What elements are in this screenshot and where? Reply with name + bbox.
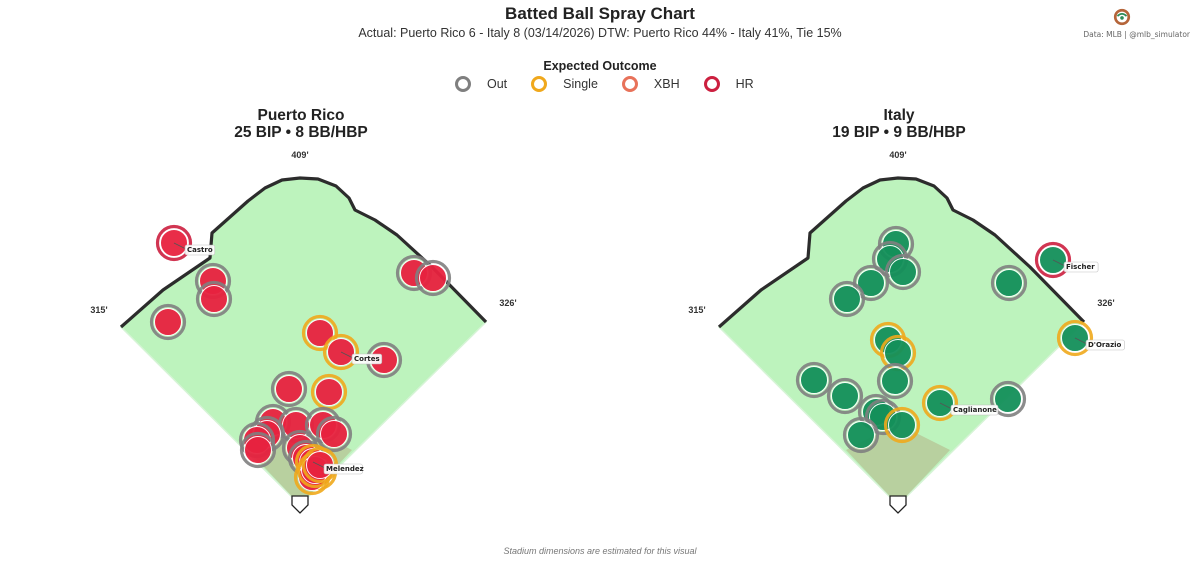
center-field-distance-italy: 409' [889, 150, 906, 160]
legend-label-out: Out [487, 77, 508, 91]
legend-item-xbh: XBH [621, 76, 680, 92]
left-field-distance-puerto-rico: 315' [90, 305, 107, 315]
center-field-distance-puerto-rico: 409' [291, 150, 308, 160]
home-plate-puerto-rico [291, 495, 309, 514]
batted-ball-ring [989, 380, 1027, 418]
player-label: Cortes [354, 355, 380, 363]
right-field-distance-italy: 326' [1097, 298, 1114, 308]
player-label-box [950, 404, 999, 416]
player-label: Castro [187, 246, 213, 254]
batted-ball-ring [195, 280, 233, 318]
batted-ball-ring [301, 314, 339, 352]
player-label: Caglianone [953, 406, 997, 414]
team-stats-italy: 19 BIP • 9 BB/HBP [832, 124, 966, 141]
player-label-leader [173, 242, 187, 250]
batted-ball-ring [414, 259, 452, 297]
batted-ball-point [275, 375, 303, 403]
team-title-puerto-rico: Puerto Rico 25 BIP • 8 BB/HBP [101, 107, 501, 141]
legend-ring-hr [703, 76, 720, 92]
batted-ball-point [833, 285, 861, 313]
batted-ball-ring [270, 370, 308, 408]
legend-ring-single [531, 76, 548, 92]
batted-ball-point [994, 385, 1022, 413]
simulator-logo-icon [1113, 8, 1131, 26]
player-label: Melendez [326, 465, 364, 473]
team-name-italy: Italy [883, 107, 915, 124]
batted-ball-point [881, 367, 909, 395]
player-label-leader [939, 402, 953, 410]
batted-ball-point [889, 258, 917, 286]
batted-ball-point [847, 421, 875, 449]
batted-ball-point [306, 319, 334, 347]
legend-item-out: Out [455, 76, 507, 92]
team-title-italy: Italy 19 BIP • 9 BB/HBP [699, 107, 1099, 141]
player-label-leader [1052, 259, 1066, 267]
player-label-box [323, 463, 363, 475]
team-stats-puerto-rico: 25 BIP • 8 BB/HBP [234, 124, 368, 141]
player-label-leader [312, 461, 326, 469]
batted-ball-point [200, 285, 228, 313]
data-credit: Data: MLB | @mlb_simulator [1083, 30, 1190, 39]
right-field-distance-puerto-rico: 326' [499, 298, 516, 308]
batted-ball-point [995, 269, 1023, 297]
batted-ball-point [888, 411, 916, 439]
batted-ball-point [154, 308, 182, 336]
legend-ring-out [455, 76, 471, 92]
chart-title: Batted Ball Spray Chart [505, 4, 695, 23]
batted-ball-point [315, 378, 343, 406]
batted-ball-ring [322, 333, 360, 371]
batted-ball-point [831, 382, 859, 410]
chart-subtitle: Actual: Puerto Rico 6 - Italy 8 (03/14/2… [358, 26, 842, 40]
player-label-box [1085, 339, 1125, 351]
batted-ball-ring [1034, 241, 1072, 279]
batted-ball-point [857, 269, 885, 297]
player-label-leader [1074, 337, 1088, 345]
batted-ball-ring [155, 224, 193, 262]
legend-label-hr: HR [735, 77, 754, 91]
footer-note: Stadium dimensions are estimated for thi… [503, 546, 697, 556]
player-label-box [184, 244, 216, 256]
batted-ball-ring [990, 264, 1028, 302]
left-field-distance-italy: 315' [688, 305, 705, 315]
player-label: Fischer [1066, 263, 1095, 271]
legend-item-single: Single [531, 76, 598, 92]
legend-title: Expected Outcome [543, 59, 657, 73]
batted-ball-ring [883, 406, 921, 444]
batted-ball-ring [842, 416, 880, 454]
legend-item-hr: HR [703, 76, 754, 92]
player-label: D'Orazio [1088, 341, 1122, 349]
outfield-wall-italy [717, 176, 1086, 329]
legend: Out Single XBH HR [455, 75, 778, 93]
batted-ball-ring [884, 253, 922, 291]
batted-ball-point [320, 420, 348, 448]
batted-ball-ring [828, 280, 866, 318]
batted-ball-ring [826, 377, 864, 415]
batted-ball-ring [876, 362, 914, 400]
batted-ball-ring [921, 384, 959, 422]
batted-ball-ring [239, 431, 277, 469]
batted-ball-ring [1056, 319, 1094, 357]
batted-ball-point [244, 436, 272, 464]
player-label-leader [340, 351, 354, 359]
batted-ball-ring [315, 415, 353, 453]
legend-ring-xbh [621, 76, 638, 92]
home-plate-italy [889, 495, 907, 514]
team-name-puerto-rico: Puerto Rico [257, 107, 345, 124]
batted-ball-ring [149, 303, 187, 341]
legend-label-xbh: XBH [653, 77, 680, 91]
player-label-box [1063, 261, 1099, 273]
batted-ball-point [419, 264, 447, 292]
batted-ball-ring [795, 361, 833, 399]
player-label-box [351, 353, 383, 365]
batted-ball-point [884, 339, 912, 367]
batted-ball-point [800, 366, 828, 394]
legend-label-single: Single [563, 77, 598, 91]
